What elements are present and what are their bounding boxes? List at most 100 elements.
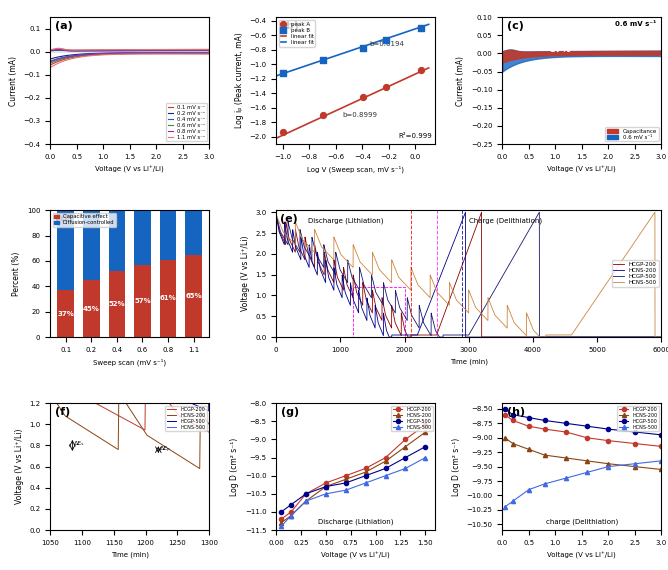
HCNS-500 [652,333,660,340]
HCNS-500 [631,461,639,467]
HCNS-500 [446,281,454,288]
HCGP-200 [509,417,517,424]
Bar [160,210,176,259]
HCGP-500 [657,333,665,340]
HCNS-500 [501,503,509,510]
Bar [186,210,202,255]
HCNS-200 [657,466,665,473]
1.1 mV s⁻¹ [166,51,174,58]
0.4 mV s⁻¹ [152,50,160,56]
Line: HCNS-200: HCNS-200 [50,392,209,469]
Y-axis label: Log iₚ (Peak current, mA): Log iₚ (Peak current, mA) [234,32,244,128]
HCGP-200 [381,454,389,461]
Text: R²=0.999: R²=0.999 [398,133,432,139]
X-axis label: Log V (Sweep scan, mV s⁻¹): Log V (Sweep scan, mV s⁻¹) [307,165,404,173]
HCGP-500 [657,431,665,438]
0.6 mV s⁻¹ [140,50,148,57]
peak B [277,68,288,78]
0.4 mV s⁻¹ [160,50,168,56]
HCGP-500 [535,209,543,215]
HCGP-200 [154,385,162,392]
HCNS-200 [205,421,213,428]
HCNS-500 [342,487,350,494]
Text: (a): (a) [55,21,73,31]
Bar [353,287,405,337]
HCGP-500 [652,333,660,340]
Text: 65%: 65% [186,293,202,299]
HCGP-500 [446,332,454,339]
1.1 mV s⁻¹ [118,51,126,58]
0.8 mV s⁻¹ [205,50,213,56]
HCGP-200 [205,429,213,435]
HCGP-500 [322,483,330,490]
HCGP-200 [46,349,54,356]
HCGP-200 [422,421,430,428]
HCNS-500 [119,344,127,351]
HCGP-200 [166,400,174,407]
Line: HCNS-500: HCNS-500 [276,212,661,337]
Text: ΔEₚ: ΔEₚ [160,446,171,451]
HCGP-200 [446,294,454,301]
HCNS-500 [287,512,295,519]
HCNS-200 [583,457,591,464]
0.1 mV s⁻¹ [74,53,82,60]
0.1 mV s⁻¹ [88,52,96,59]
HCGP-500 [302,490,310,497]
0.6 mV s⁻¹ [74,52,82,59]
Text: 57%: 57% [550,44,571,54]
0.2 mV s⁻¹ [166,50,174,56]
Legend: HCGP-200, HCNS-200, HCGP-500, HCNS-500: HCGP-200, HCNS-200, HCGP-500, HCNS-500 [165,405,207,431]
HCGP-500 [436,333,444,340]
HCNS-200 [302,498,310,504]
HCNS-200 [562,454,570,461]
HCNS-200 [277,519,285,526]
Bar [57,290,74,337]
0.1 mV s⁻¹ [118,50,126,57]
0.8 mV s⁻¹ [140,50,148,56]
HCNS-500 [141,349,149,356]
X-axis label: Voltage (V vs Li⁺/Li): Voltage (V vs Li⁺/Li) [321,551,390,559]
Text: (e): (e) [280,214,298,224]
HCNS-500 [108,341,116,348]
Line: HCNS-500: HCNS-500 [279,455,428,528]
HCNS-500 [657,333,665,340]
HCNS-200 [401,443,409,450]
Y-axis label: Voltage (V vs Li⁺/Li): Voltage (V vs Li⁺/Li) [240,236,250,311]
HCGP-200 [272,211,280,218]
0.4 mV s⁻¹ [88,51,96,58]
HCGP-200 [562,429,570,435]
Text: Discharge (Lithiation): Discharge (Lithiation) [308,218,383,224]
HCNS-500 [277,523,285,530]
Text: b=0.8999: b=0.8999 [343,112,377,117]
HCGP-500 [277,229,285,235]
peak A [357,92,368,101]
Text: (b): (b) [281,21,299,31]
1.1 mV s⁻¹ [46,64,54,71]
Line: HCGP-200: HCGP-200 [276,212,661,337]
Text: 52%: 52% [109,301,125,307]
X-axis label: Voltage (V vs Li⁺/Li): Voltage (V vs Li⁺/Li) [96,165,164,173]
0.8 mV s⁻¹ [88,51,96,58]
Line: 0.4 mV s⁻¹: 0.4 mV s⁻¹ [50,53,209,61]
HCNS-500 [422,454,430,461]
peak A [277,127,288,136]
0.8 mV s⁻¹ [118,50,126,57]
HCNS-200 [385,333,393,340]
Line: 1.1 mV s⁻¹: 1.1 mV s⁻¹ [50,54,209,68]
0.6 mV s⁻¹ [88,51,96,58]
HCNS-200 [196,465,204,472]
HCNS-500 [583,469,591,476]
HCGP-200 [342,473,350,479]
Y-axis label: Percent (%): Percent (%) [12,251,21,296]
0.6 mV s⁻¹ [205,50,213,57]
0.2 mV s⁻¹ [118,50,126,56]
HCNS-500 [524,486,532,493]
HCNS-200 [613,333,621,340]
HCGP-500 [154,385,162,392]
HCNS-500 [142,292,150,299]
HCGP-500 [562,420,570,427]
Legend: Capacitance, 0.6 mV s⁻¹: Capacitance, 0.6 mV s⁻¹ [605,127,659,141]
HCGP-500 [342,479,350,486]
HCNS-200 [605,461,613,467]
Bar [109,271,125,337]
